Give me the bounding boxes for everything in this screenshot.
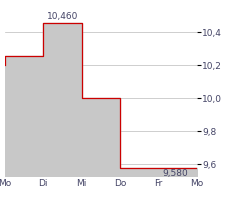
Text: 10,460: 10,460	[47, 12, 78, 21]
Text: 9,580: 9,580	[162, 169, 188, 178]
